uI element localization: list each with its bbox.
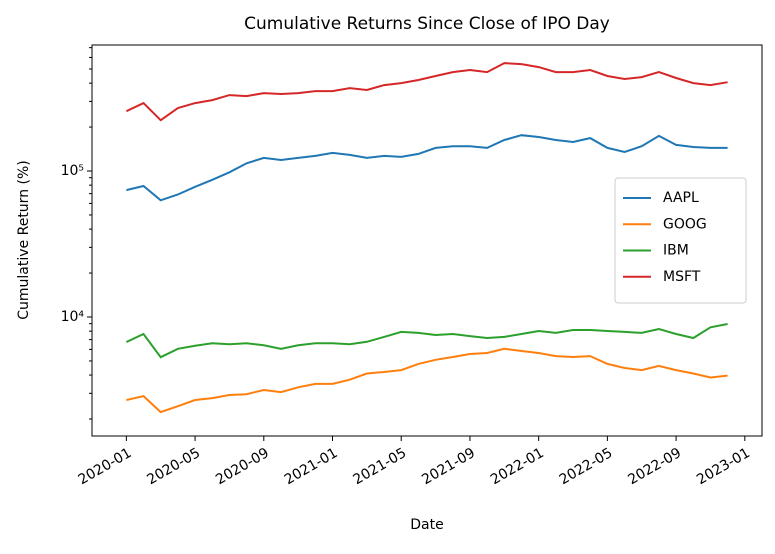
x-tick-label: 2020-05: [144, 445, 203, 488]
y-tick-label: 10⁴: [61, 309, 85, 325]
x-tick-label: 2020-01: [76, 445, 135, 488]
plot-frame: [91, 44, 763, 437]
y-tick-label: 10⁵: [61, 163, 84, 179]
x-tick-label: 2020-09: [213, 445, 272, 488]
legend-box: [614, 177, 747, 304]
x-tick-label: 2021-01: [282, 445, 341, 488]
line-series: [126, 134, 728, 202]
legend-label: AAPL: [663, 190, 699, 206]
x-tick-label: 2022-09: [625, 445, 684, 488]
legend-label: GOOG: [663, 216, 707, 232]
legend-label: IBM: [663, 243, 689, 259]
y-axis-label: Cumulative Return (%): [16, 160, 32, 320]
legend-label: MSFT: [663, 269, 701, 285]
x-tick-label: 2022-05: [557, 445, 616, 488]
line-series: [125, 323, 728, 359]
x-tick-label: 2023-01: [694, 445, 753, 488]
chart-title: Cumulative Returns Since Close of IPO Da…: [244, 14, 610, 34]
x-tick-label: 2022-01: [488, 445, 547, 488]
legend: AAPL GOOG IBM MSFT: [614, 177, 747, 304]
x-tick-label: 2021-09: [419, 445, 478, 488]
line-series: [125, 62, 728, 122]
line-series: [126, 347, 728, 414]
x-tick-label: 2021-05: [351, 445, 410, 488]
x-axis-label: Date: [410, 517, 443, 533]
